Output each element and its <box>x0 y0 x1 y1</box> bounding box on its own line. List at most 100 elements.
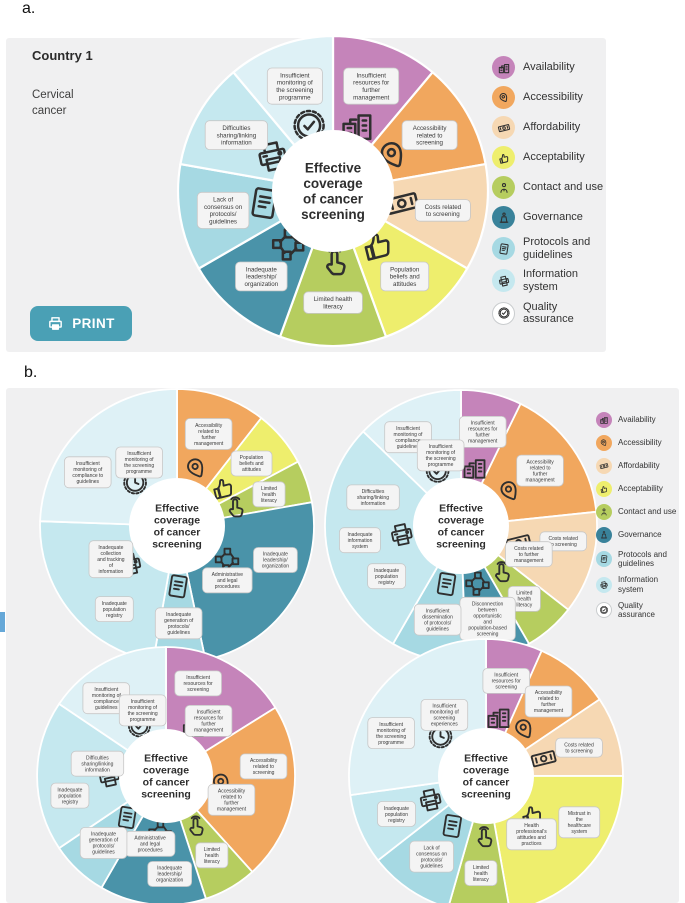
svg-text:Inadequate: Inadequate <box>374 568 399 574</box>
svg-text:further: further <box>201 722 216 728</box>
svg-text:Inadequate: Inadequate <box>102 601 127 607</box>
svg-text:attitudes and: attitudes and <box>517 835 546 841</box>
document-icon <box>168 574 188 599</box>
svg-text:professional's: professional's <box>516 829 547 835</box>
svg-text:opportunistic: opportunistic <box>473 614 502 620</box>
svg-text:information: information <box>99 569 124 575</box>
document-icon <box>442 814 462 838</box>
svg-text:compliance: compliance <box>94 699 120 705</box>
svg-text:generation of: generation of <box>89 838 119 844</box>
printer-icon <box>419 788 442 812</box>
svg-text:consensus on: consensus on <box>416 851 447 857</box>
svg-text:Insufficient: Insufficient <box>131 699 155 705</box>
pin-icon <box>515 719 532 739</box>
svg-text:experiences: experiences <box>431 722 458 728</box>
document-icon <box>436 572 457 597</box>
printer-icon <box>391 523 413 547</box>
pie-center <box>119 729 213 823</box>
svg-text:Insufficient: Insufficient <box>197 710 221 716</box>
building-icon <box>463 459 486 479</box>
pie-center-label: coverage <box>143 765 189 777</box>
svg-text:attitudes: attitudes <box>242 467 261 473</box>
svg-text:Inadequate: Inadequate <box>384 806 409 812</box>
legend-item-label: Quality assurance <box>523 300 574 326</box>
svg-text:monitoring of: monitoring of <box>377 728 407 734</box>
svg-text:Population: Population <box>240 455 264 461</box>
svg-text:Lack of: Lack of <box>213 197 233 204</box>
legend-color-swatch <box>596 435 612 451</box>
svg-text:Disconnection: Disconnection <box>472 602 504 608</box>
svg-text:guidelines: guidelines <box>209 219 237 226</box>
svg-text:Insufficient: Insufficient <box>356 72 386 79</box>
legend-color-swatch <box>596 412 612 428</box>
legend-item-label: Acceptability <box>618 484 663 494</box>
svg-text:related to: related to <box>538 696 559 702</box>
svg-text:Insufficient: Insufficient <box>127 451 151 457</box>
legend-color-swatch <box>596 481 612 497</box>
svg-text:further: further <box>201 435 216 441</box>
printer-icon <box>498 275 509 287</box>
svg-text:system: system <box>571 829 587 835</box>
svg-text:management: management <box>468 439 498 445</box>
svg-text:Insufficient: Insufficient <box>186 675 210 681</box>
svg-text:Inadequate: Inadequate <box>98 545 123 551</box>
svg-text:population: population <box>385 812 408 818</box>
pin-icon <box>187 458 204 478</box>
svg-text:programme: programme <box>279 94 311 101</box>
svg-text:between: between <box>478 608 497 614</box>
pie-center <box>272 130 394 252</box>
svg-text:Insufficient: Insufficient <box>494 673 518 679</box>
legend-item-label: Contact and use <box>618 507 677 517</box>
svg-text:population: population <box>375 574 398 580</box>
svg-text:population: population <box>58 793 81 799</box>
pie-center-label: of cancer <box>154 527 201 539</box>
svg-text:procedures: procedures <box>215 584 241 590</box>
svg-text:Population: Population <box>390 266 420 273</box>
svg-text:information: information <box>85 767 110 773</box>
svg-text:registry: registry <box>62 799 79 805</box>
svg-text:programme: programme <box>130 717 156 723</box>
svg-text:Inadequate: Inadequate <box>57 787 82 793</box>
thumbsup-icon <box>364 233 390 261</box>
svg-text:monitoring of: monitoring of <box>73 467 103 473</box>
flowchart-icon <box>465 571 490 596</box>
svg-text:management: management <box>514 558 544 564</box>
svg-text:leadership/: leadership/ <box>263 558 288 564</box>
legend-item-label: Accessibility <box>523 91 583 104</box>
svg-text:related to: related to <box>530 465 551 471</box>
legend-color-swatch <box>492 269 515 293</box>
svg-text:health: health <box>262 492 276 498</box>
svg-text:and tracking: and tracking <box>97 557 124 563</box>
svg-text:further: further <box>362 87 380 94</box>
pie-center-label: of cancer <box>143 777 190 789</box>
legend-item-governance: Governance <box>596 527 682 543</box>
svg-text:resources for: resources for <box>353 80 389 87</box>
pie-center-label: of cancer <box>463 777 510 789</box>
thumbsup-icon <box>600 486 607 494</box>
svg-text:screening: screening <box>416 140 443 147</box>
svg-text:resources for: resources for <box>492 679 522 685</box>
svg-text:screening: screening <box>495 685 517 691</box>
svg-text:management: management <box>353 94 389 101</box>
scroll-indicator[interactable] <box>0 612 5 632</box>
svg-text:further: further <box>541 702 556 708</box>
svg-text:leadership/: leadership/ <box>246 274 277 281</box>
svg-text:screening: screening <box>433 716 455 722</box>
print-button[interactable]: PRINT <box>30 306 132 341</box>
thumbsup-icon <box>498 153 508 164</box>
svg-text:literacy: literacy <box>473 877 489 883</box>
legend-color-swatch <box>492 56 515 79</box>
legend-item-protocols-and-guidelines: Protocols and guidelines <box>492 236 604 261</box>
